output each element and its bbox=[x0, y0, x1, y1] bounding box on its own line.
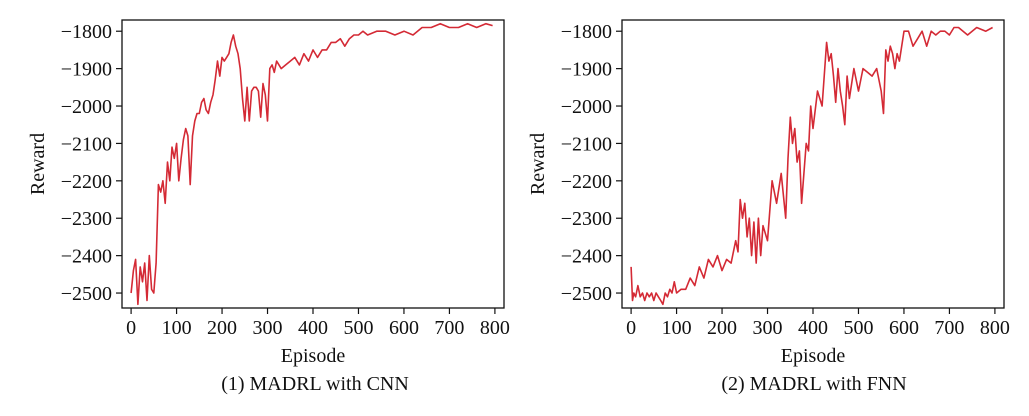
y-tick-label: −2400 bbox=[61, 246, 112, 268]
x-tick-label: 600 bbox=[389, 317, 419, 339]
chart-caption: (2) MADRL with FNN bbox=[721, 373, 906, 395]
x-tick-label: 700 bbox=[934, 317, 964, 339]
x-tick-label: 100 bbox=[662, 317, 692, 339]
x-tick-label: 200 bbox=[207, 317, 237, 339]
x-tick-label: 600 bbox=[889, 317, 919, 339]
y-tick-label: −2300 bbox=[61, 208, 112, 230]
y-tick-label: −1900 bbox=[561, 59, 612, 81]
x-tick-label: 100 bbox=[162, 317, 192, 339]
y-axis-label: Reward bbox=[527, 133, 549, 195]
x-tick-label: 300 bbox=[753, 317, 783, 339]
y-axis-label: Reward bbox=[27, 133, 49, 195]
y-tick-label: −2500 bbox=[561, 283, 612, 305]
x-axis-label: Episode bbox=[281, 345, 346, 367]
series-line-1 bbox=[630, 26, 993, 306]
y-tick-label: −2000 bbox=[61, 96, 112, 118]
y-tick-label: −2500 bbox=[61, 283, 112, 305]
x-tick-label: 500 bbox=[843, 317, 873, 339]
x-tick-label: 200 bbox=[707, 317, 737, 339]
plot-frame bbox=[621, 19, 1005, 309]
x-tick-label: 800 bbox=[980, 317, 1010, 339]
y-tick-label: −2200 bbox=[61, 171, 112, 193]
plot-frame bbox=[121, 19, 505, 309]
y-tick-label: −2100 bbox=[61, 133, 112, 155]
chart-panel-2: 0 100 200 300 400 500 600 700 800 −2500 −2400 −2300… bbox=[527, 19, 1010, 395]
y-tick-label: −2400 bbox=[561, 246, 612, 268]
y-tick-label: −2200 bbox=[561, 171, 612, 193]
chart-caption: (1) MADRL with CNN bbox=[221, 373, 409, 395]
x-tick-label: 0 bbox=[626, 317, 636, 339]
x-tick-label: 400 bbox=[798, 317, 828, 339]
x-tick-label: 300 bbox=[253, 317, 283, 339]
y-tick-label: −1900 bbox=[61, 59, 112, 81]
y-tick-label: −1800 bbox=[561, 21, 612, 43]
x-axis-label: Episode bbox=[781, 345, 846, 367]
x-tick-label: 800 bbox=[480, 317, 510, 339]
chart-panel-1: 0 100 200 300 400 500 600 700 800 −2500 −2400 −2300… bbox=[27, 19, 510, 395]
y-tick-label: −2300 bbox=[561, 208, 612, 230]
series-line-1 bbox=[130, 22, 493, 306]
x-tick-label: 700 bbox=[434, 317, 464, 339]
y-tick-label: −2100 bbox=[561, 133, 612, 155]
y-tick-label: −1800 bbox=[61, 21, 112, 43]
x-tick-label: 500 bbox=[343, 317, 373, 339]
x-tick-label: 0 bbox=[126, 317, 136, 339]
x-tick-label: 400 bbox=[298, 317, 328, 339]
y-tick-label: −2000 bbox=[561, 96, 612, 118]
